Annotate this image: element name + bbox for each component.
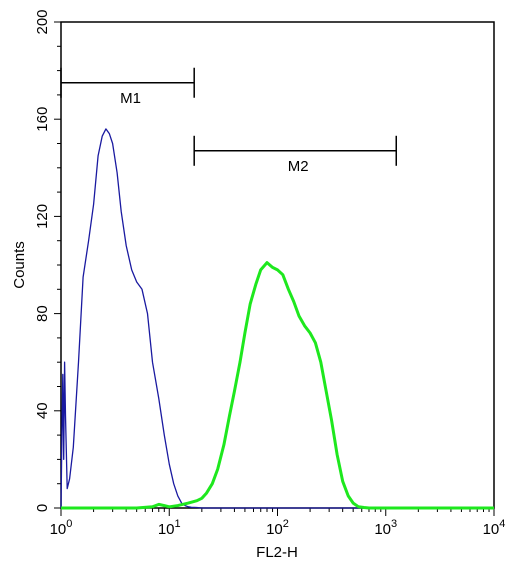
- x-tick-label: 102: [266, 518, 289, 538]
- x-axis: 100 101 102 103 104: [50, 508, 506, 538]
- x-axis-label: FL2-H: [256, 544, 298, 561]
- y-tick-label: 120: [34, 204, 51, 229]
- series-group: [60, 128, 494, 510]
- x-tick-label: 104: [483, 518, 506, 538]
- series-line-2: [61, 261, 494, 510]
- y-tick-label: 200: [34, 9, 51, 34]
- y-axis-label: Counts: [11, 241, 28, 289]
- y-tick-label: 80: [34, 305, 51, 322]
- y-tick-label: 40: [34, 402, 51, 419]
- marker-m2: M2: [193, 135, 397, 175]
- x-tick-label: 103: [374, 518, 397, 538]
- marker-label: M2: [288, 158, 309, 175]
- series-line-1: [60, 128, 494, 509]
- marker-label: M1: [120, 90, 141, 107]
- marker-group: M1 M2: [60, 67, 397, 175]
- y-tick-label: 160: [34, 107, 51, 132]
- marker-m1: M1: [60, 67, 195, 107]
- x-tick-label: 100: [50, 518, 73, 538]
- x-tick-label: 101: [158, 518, 181, 538]
- y-axis: 0 40 80 120 160 200: [34, 9, 61, 512]
- y-tick-label: 0: [34, 504, 51, 512]
